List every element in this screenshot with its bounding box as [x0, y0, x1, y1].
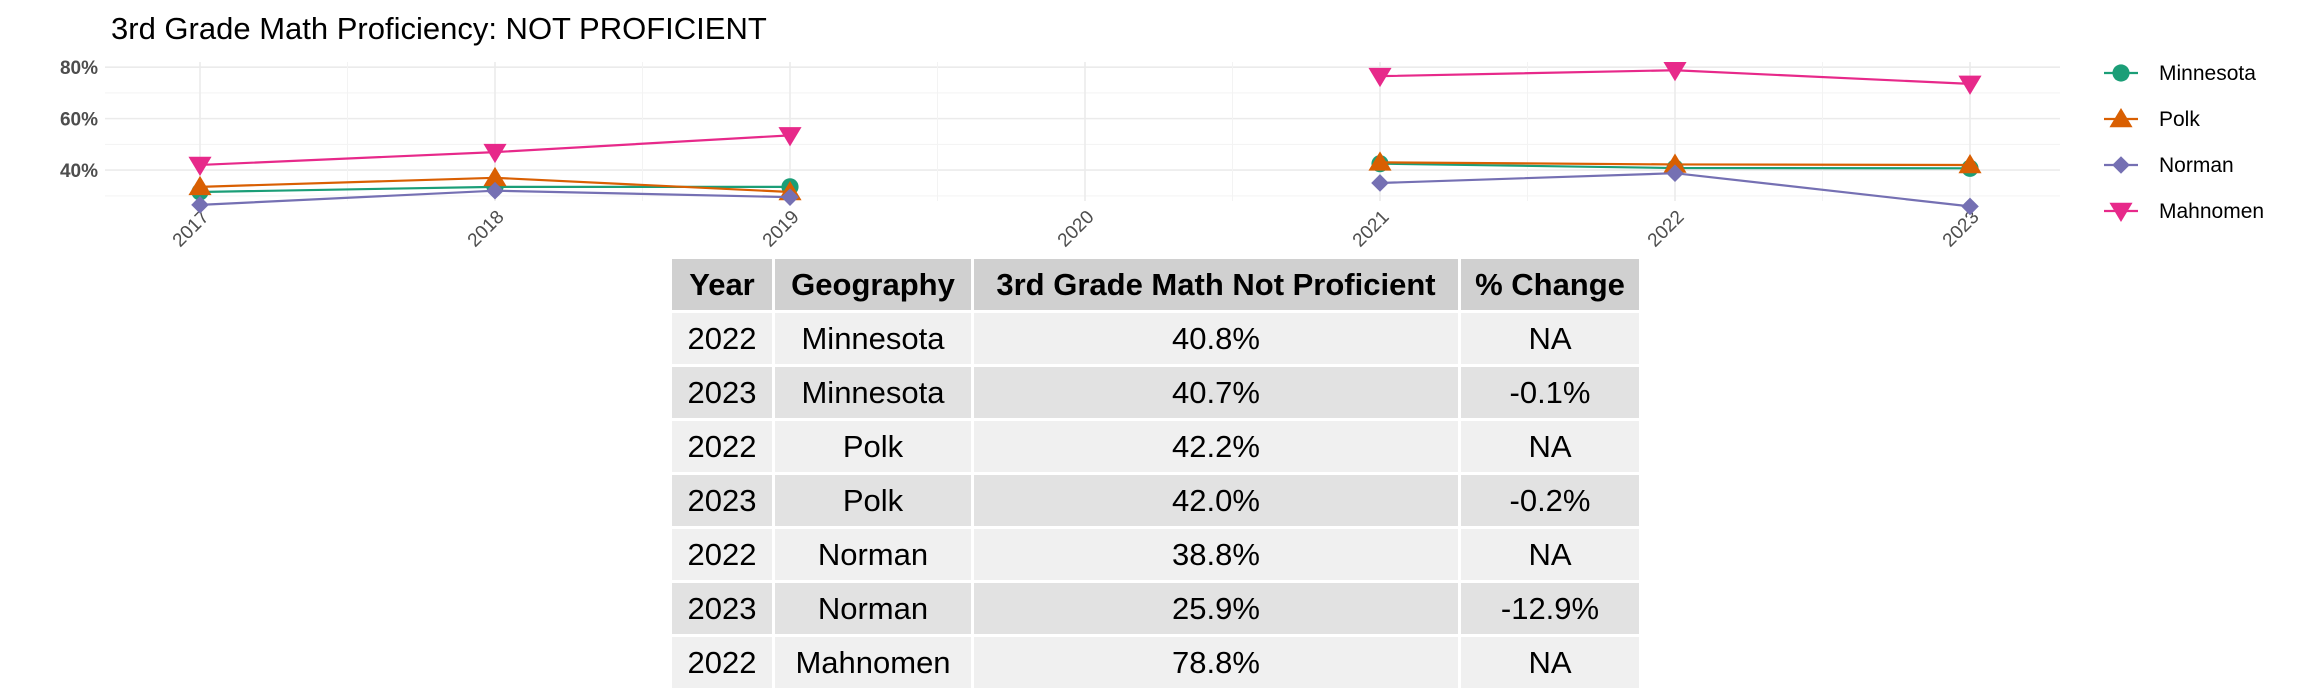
data-point [1663, 61, 1687, 82]
line-chart: 3rd Grade Math Proficiency: NOT PROFICIE… [60, 11, 2264, 252]
data-point [778, 127, 802, 147]
y-tick-label: 60% [60, 110, 98, 131]
chart-series [188, 61, 1982, 216]
cell-value: 38.8% [974, 529, 1461, 583]
legend-item: Mahnomen [2104, 200, 2264, 223]
cell-year: 2023 [672, 583, 775, 637]
y-axis-ticks: 40% 60% 80% [60, 58, 98, 182]
series-norman [191, 164, 1979, 216]
data-point [781, 188, 799, 206]
cell-year: 2022 [672, 313, 775, 367]
cell-change: -12.9% [1461, 583, 1642, 637]
data-point [188, 156, 212, 176]
cell-change: NA [1461, 637, 1642, 691]
table-row: 2022 Norman 38.8% NA [672, 529, 1642, 583]
cell-geography: Polk [775, 475, 974, 529]
cell-geography: Mahnomen [775, 637, 974, 691]
data-point [483, 166, 507, 187]
data-point [2112, 64, 2130, 82]
cell-change: NA [1461, 529, 1642, 583]
cell-value: 40.8% [974, 313, 1461, 367]
series-mahnomen [188, 61, 1982, 176]
legend-item: Minnesota [2104, 62, 2256, 85]
chart-grid [105, 62, 2060, 201]
data-point [2109, 108, 2133, 128]
cell-geography: Minnesota [775, 313, 974, 367]
legend-label: Norman [2159, 154, 2234, 177]
legend-label: Polk [2159, 108, 2200, 131]
cell-year: 2022 [672, 637, 775, 691]
y-tick-label: 80% [60, 58, 98, 79]
data-point [1958, 75, 1982, 95]
data-point [1666, 164, 1684, 182]
table-row: 2022 Minnesota 40.8% NA [672, 313, 1642, 367]
header-year: Year [672, 259, 775, 313]
data-point [191, 196, 209, 214]
table-row: 2022 Mahnomen 78.8% NA [672, 637, 1642, 691]
header-percent-change: % Change [1461, 259, 1642, 313]
x-tick-label: 2021 [1349, 207, 1394, 252]
data-point [486, 181, 504, 200]
cell-year: 2023 [672, 367, 775, 421]
legend-item: Norman [2104, 154, 2234, 177]
table-header-row: Year Geography 3rd Grade Math Not Profic… [672, 259, 1642, 313]
cell-geography: Minnesota [775, 367, 974, 421]
cell-value: 78.8% [974, 637, 1461, 691]
y-tick-label: 40% [60, 161, 98, 182]
x-tick-label: 2023 [1939, 207, 1984, 252]
chart-legend: Minnesota Polk Norman Mahnomen [2104, 62, 2264, 223]
cell-change: NA [1461, 313, 1642, 367]
cell-geography: Polk [775, 421, 974, 475]
cell-year: 2022 [672, 421, 775, 475]
x-axis-ticks: 2017 2018 2019 2020 2021 2022 2023 [169, 207, 1984, 252]
legend-item: Polk [2104, 108, 2200, 131]
x-tick-label: 2020 [1054, 207, 1099, 252]
header-geography: Geography [775, 259, 974, 313]
cell-change: -0.1% [1461, 367, 1642, 421]
x-tick-label: 2022 [1644, 207, 1689, 252]
data-point [1663, 153, 1687, 173]
data-table: Year Geography 3rd Grade Math Not Profic… [672, 259, 1642, 691]
x-tick-label: 2017 [169, 207, 214, 252]
cell-geography: Norman [775, 583, 974, 637]
data-point [1958, 153, 1982, 174]
data-point [1368, 151, 1392, 171]
cell-value: 42.2% [974, 421, 1461, 475]
data-point [1961, 197, 1979, 216]
data-point [2112, 156, 2130, 174]
chart-title: 3rd Grade Math Proficiency: NOT PROFICIE… [111, 11, 767, 46]
cell-value: 25.9% [974, 583, 1461, 637]
data-point [1371, 174, 1389, 192]
data-point [483, 143, 507, 164]
data-point [2109, 202, 2133, 222]
header-not-proficient: 3rd Grade Math Not Proficient [974, 259, 1461, 313]
x-tick-label: 2019 [759, 207, 804, 252]
table-row: 2023 Minnesota 40.7% -0.1% [672, 367, 1642, 421]
cell-value: 40.7% [974, 367, 1461, 421]
cell-year: 2022 [672, 529, 775, 583]
x-tick-label: 2018 [464, 207, 509, 252]
cell-change: -0.2% [1461, 475, 1642, 529]
cell-change: NA [1461, 421, 1642, 475]
legend-label: Minnesota [2159, 62, 2256, 85]
cell-value: 42.0% [974, 475, 1461, 529]
cell-geography: Norman [775, 529, 974, 583]
data-point [188, 175, 212, 196]
data-point [1368, 67, 1392, 88]
cell-year: 2023 [672, 475, 775, 529]
table-row: 2023 Polk 42.0% -0.2% [672, 475, 1642, 529]
table-row: 2023 Norman 25.9% -12.9% [672, 583, 1642, 637]
legend-label: Mahnomen [2159, 200, 2264, 223]
table-row: 2022 Polk 42.2% NA [672, 421, 1642, 475]
